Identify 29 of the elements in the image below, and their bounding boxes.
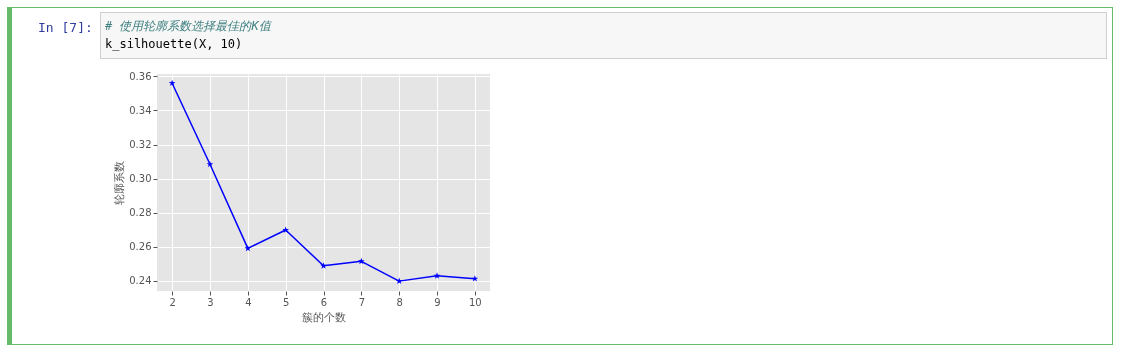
x-axis-title: 簇的个数: [302, 310, 346, 324]
text: # 使用轮廓系数选择最佳的K值: [105, 18, 271, 35]
x-tick-label: 6: [320, 296, 328, 308]
y-tick-label: 0.26: [129, 241, 152, 253]
x-tick-label: 8: [396, 296, 403, 308]
x-tick-label: 2: [169, 296, 176, 308]
point: [244, 244, 252, 252]
y-tick-label: 0.36: [129, 70, 152, 82]
x-tick-label: 4: [245, 296, 252, 308]
y-tick-label: 0.32: [129, 139, 152, 151]
x-tick-label: 9: [434, 296, 441, 308]
y-tick-label: 0.30: [129, 173, 152, 185]
y-tick-label: 0.34: [129, 104, 152, 116]
y-tick-label: 0.24: [129, 275, 152, 287]
point: [168, 79, 176, 87]
point: [395, 277, 403, 284]
x-tick-label: 5: [282, 296, 290, 308]
point: [282, 226, 290, 233]
y-tick-label: 0.28: [129, 207, 152, 219]
text: k_silhouette(X, 10): [105, 37, 243, 51]
point: [357, 257, 365, 265]
point: [320, 262, 327, 269]
x-tick-label: 7: [358, 296, 366, 308]
x-tick-label: 10: [469, 296, 482, 308]
point: [471, 275, 479, 282]
text: In [7]:: [38, 20, 93, 35]
x-tick-label: 3: [207, 296, 214, 308]
point: [206, 160, 214, 168]
y-axis-title: 轮廓系数: [113, 161, 127, 205]
